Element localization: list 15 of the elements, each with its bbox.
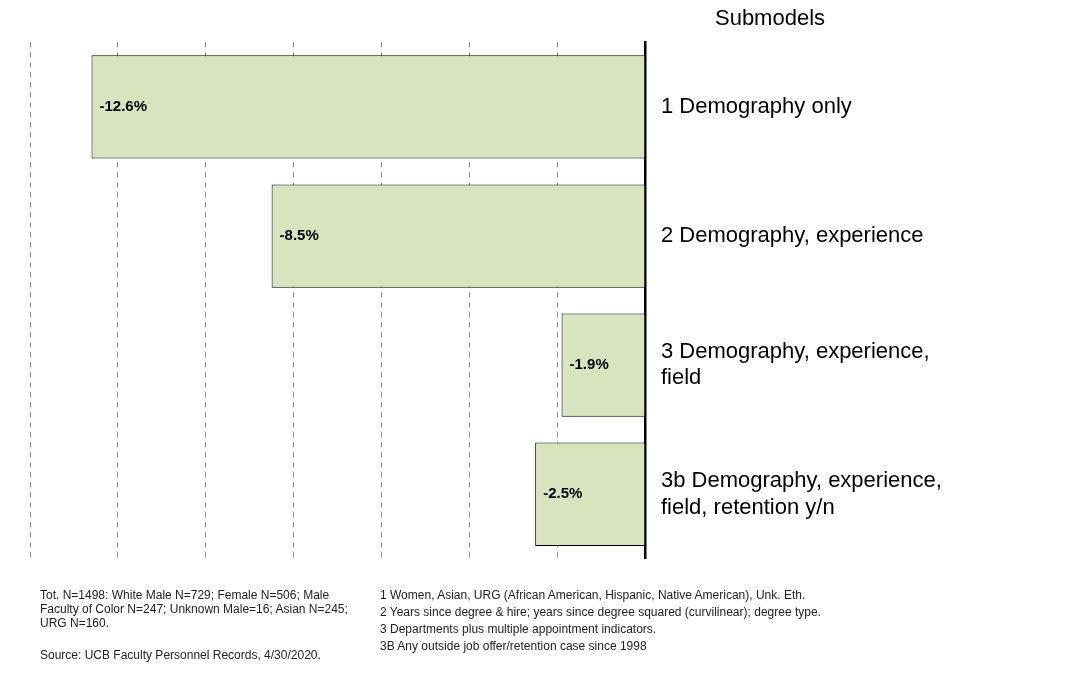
data-label: -1.9% [569,355,609,373]
data-label: -2.5% [543,484,583,502]
text: 3 Departments plus multiple appointment indicators. [380,622,658,636]
y-tick-label: 3 Demography, experience, field [661,338,930,390]
text: 1 Women, Asian, URG (African American, Hispanic, Native American), Unk. Eth. [380,588,807,602]
data-label: -8.5% [279,226,319,244]
y-tick-label: 2 Demography, experience [661,222,924,248]
data-label: -12.6% [99,97,148,115]
y-tick-label: 3b Demography, experience, field, retention y/n [661,467,942,519]
source-note: Source: UCB Faculty Personnel Records, 4/30/2020. [40,648,322,662]
text: 3B Any outside job offer/retention case since 1998 [380,639,648,653]
legend-title: Submodels [714,5,826,31]
text: 2 Years since degree & hire; years since degree squared (curvilinear); degree type. [380,605,822,619]
text: Tot. N=1498: White Male N=729; Female N=506; Male Faculty of Color N=247; Unknown Male=16; Asian N=245; URG N=160. [40,588,349,630]
y-tick-label: 1 Demography only [661,93,852,119]
